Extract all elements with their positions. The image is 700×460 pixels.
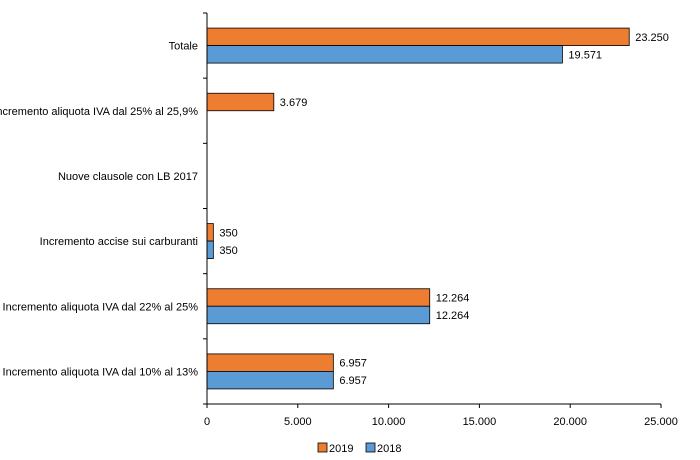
bar-2019-3	[206, 223, 214, 242]
bar-2019-1	[206, 92, 275, 112]
category-label: Incremento aliquota IVA dal 25% al 25,9%	[0, 106, 198, 118]
bar-2019-5	[206, 353, 334, 372]
data-label: 350	[219, 245, 237, 257]
legend-swatch-2019	[317, 442, 328, 453]
legend-label: 2019	[329, 443, 353, 455]
data-label: 12.264	[436, 293, 470, 305]
axes: 0 5.000 10.000 15.000 20.000 25.000	[203, 12, 678, 428]
bar-2019-4	[206, 288, 431, 307]
x-tick-label: 5.000	[284, 416, 312, 428]
data-label: 12.264	[436, 310, 470, 322]
x-tick-label: 10.000	[372, 416, 406, 428]
x-tick-label: 25.000	[644, 416, 678, 428]
bar-2018-5	[206, 371, 334, 390]
category-labels: Totale Incremento aliquota IVA dal 25% al…	[0, 41, 198, 379]
data-label: 350	[219, 227, 237, 239]
bar-2018-4	[206, 305, 431, 325]
category-label: Nuove clausole con LB 2017	[58, 171, 198, 183]
data-labels: 23.250 19.571 3.679 350 350 12.264 12.264 6.957…	[219, 32, 669, 387]
legend: 2019 2018	[317, 442, 401, 455]
legend-swatch-2018	[365, 442, 376, 453]
category-label: Totale	[169, 41, 198, 53]
bars-layer	[206, 27, 630, 390]
x-tick-label: 20.000	[553, 416, 587, 428]
data-label: 6.957	[339, 375, 367, 387]
category-label: Incremento aliquota IVA dal 10% al 13%	[3, 366, 199, 378]
bar-2018-3	[206, 240, 214, 259]
bar-2018-0	[206, 45, 563, 64]
data-label: 6.957	[339, 358, 367, 370]
data-label: 23.250	[635, 32, 669, 44]
bar-2019-0	[206, 27, 630, 46]
data-label: 19.571	[568, 49, 602, 61]
category-label: Incremento accise sui carburanti	[40, 236, 198, 248]
legend-label: 2018	[377, 443, 401, 455]
data-label: 3.679	[280, 97, 308, 109]
x-tick-label: 15.000	[463, 416, 497, 428]
category-label: Incremento aliquota IVA dal 22% al 25%	[3, 301, 199, 313]
x-tick-label: 0	[204, 416, 210, 428]
